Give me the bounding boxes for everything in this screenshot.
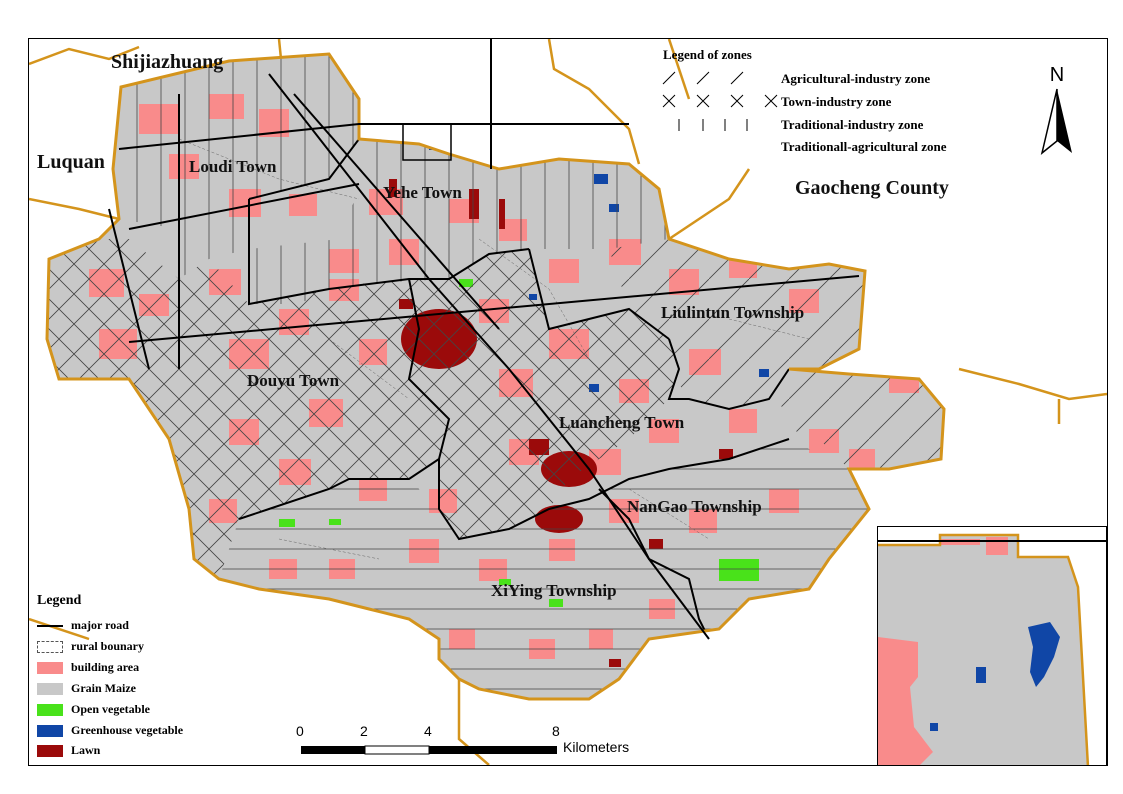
scale-unit: Kilometers	[563, 739, 630, 755]
place-liulintun: Liulintun Township	[661, 303, 805, 322]
north-arrow-icon: N	[1040, 65, 1072, 155]
place-douyu: Douyu Town	[247, 371, 340, 390]
zones-legend-item: Agricultural-industry zone	[781, 71, 931, 86]
place-gaocheng: Gaocheng County	[795, 177, 949, 199]
zones-legend-item: Traditionall-agricultural zone	[781, 139, 947, 154]
zone-legend-symbols	[662, 71, 778, 131]
zones-legend-item: Traditional-industry zone	[781, 117, 924, 132]
scale-tick-4: 4	[424, 723, 432, 739]
scale-bar	[301, 745, 557, 755]
zones-legend-item: Town-industry zone	[781, 94, 892, 109]
place-xiying: XiYing Township	[491, 581, 617, 600]
place-shijiazhuang: Shijiazhuang	[111, 51, 224, 73]
place-yehe: Yehe Town	[383, 183, 462, 202]
county-boundary	[45, 52, 946, 701]
outer-boundaries	[29, 39, 1107, 765]
north-label: N	[1050, 65, 1064, 86]
scale-tick-8: 8	[552, 723, 560, 739]
place-luancheng: Luancheng Town	[559, 413, 685, 432]
place-nangao: NanGao Township	[627, 497, 762, 516]
legend-title: Legend	[37, 593, 82, 608]
scale-tick-2: 2	[360, 723, 368, 739]
zones-legend-title: Legend of zones	[663, 47, 752, 62]
inset-extent-box	[402, 123, 452, 161]
scale-tick-0: 0	[296, 723, 304, 739]
major-roads	[108, 39, 860, 640]
inset-detail-map	[877, 526, 1107, 765]
map-frame: Shijiazhuang Luquan Gaocheng County Loud…	[28, 38, 1108, 766]
place-loudi: Loudi Town	[189, 157, 277, 176]
map-canvas	[29, 39, 1107, 765]
place-luquan: Luquan	[37, 151, 105, 173]
